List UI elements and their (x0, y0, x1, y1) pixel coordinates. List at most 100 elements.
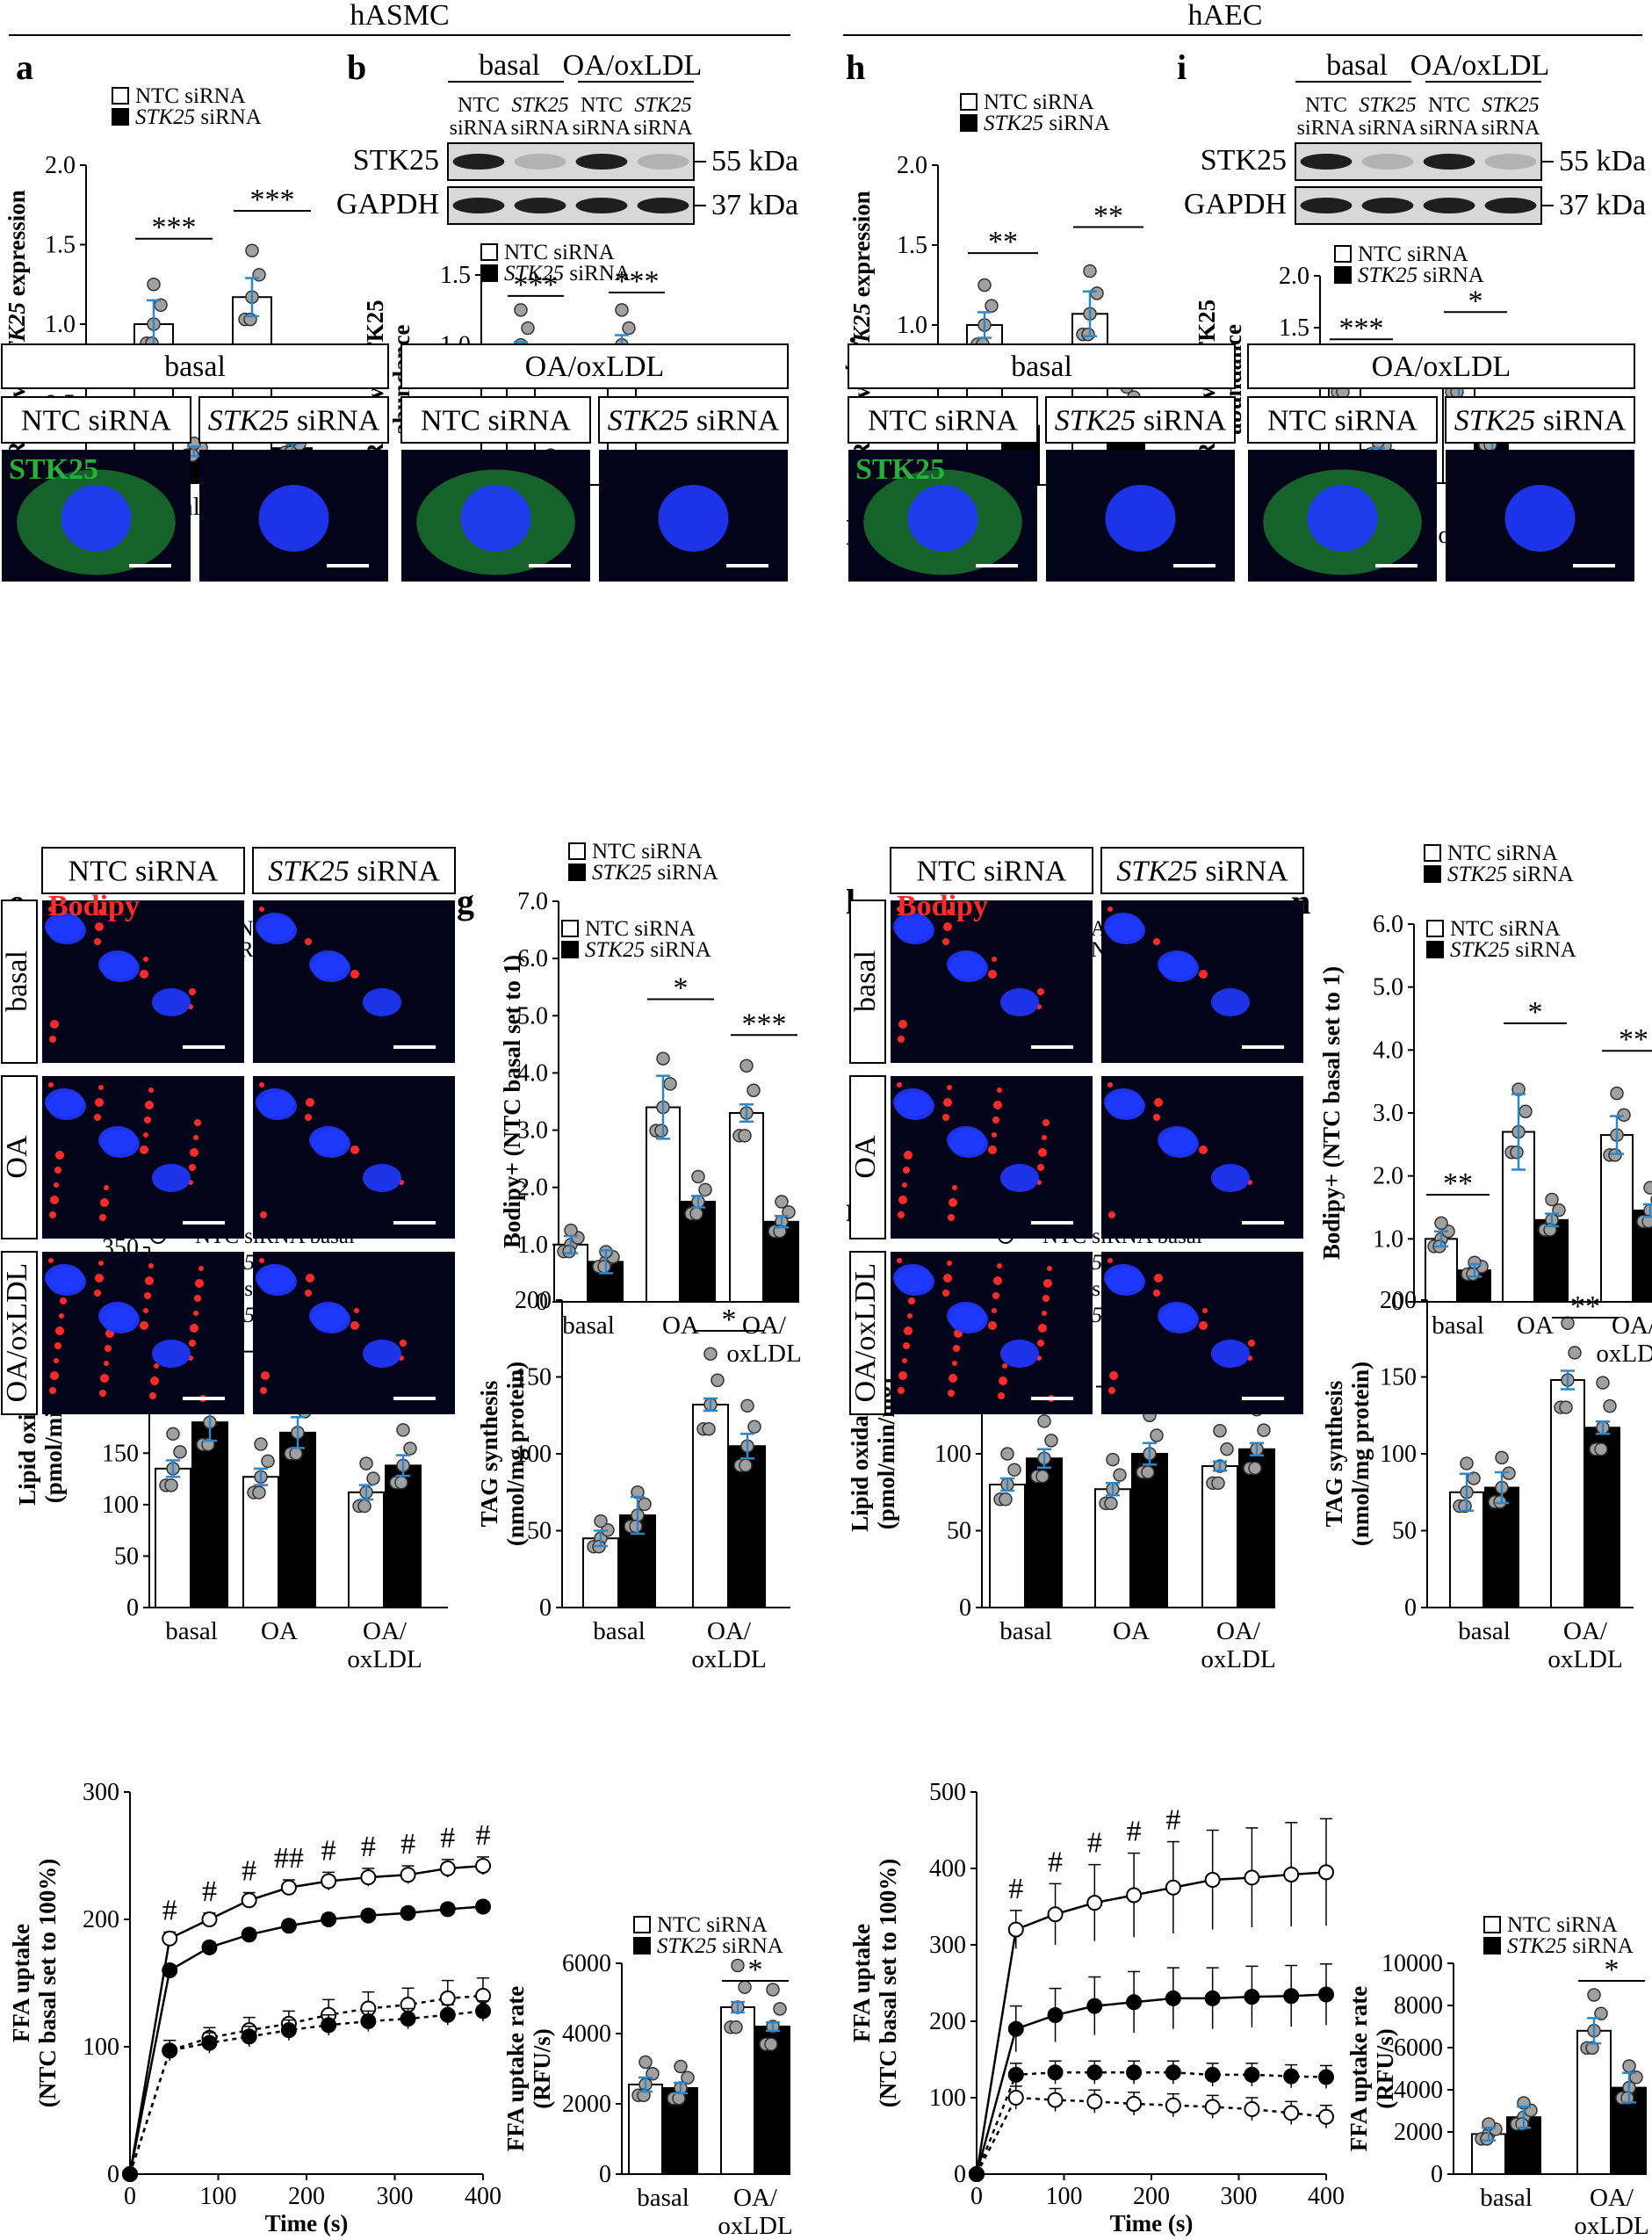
lane-label-bottom: siRNA (511, 117, 570, 140)
lipid-droplet (1047, 1266, 1052, 1271)
micro-col-label-box (1045, 396, 1236, 444)
data-point (1622, 2059, 1636, 2073)
protein-label: GAPDH (1184, 188, 1287, 220)
lipid-droplet (55, 1326, 64, 1335)
series-point (1244, 1869, 1260, 1886)
mw-label: 55 kDa (711, 145, 798, 177)
lipid-droplet (140, 970, 148, 979)
data-point (1617, 1108, 1631, 1123)
series-point (1007, 2020, 1024, 2037)
series-point (400, 1904, 416, 1921)
series-point (241, 2028, 257, 2045)
protein-label: STK25 (1201, 144, 1287, 177)
lipid-droplet (98, 909, 104, 914)
data-point (562, 1244, 576, 1259)
series-point (1244, 1989, 1260, 2005)
label-suffix: siRNA (1136, 404, 1226, 437)
y-axis-label: FFA uptake rate(RFU/s) (502, 1986, 555, 2151)
panel-label-g: g (457, 882, 474, 921)
y-tick-label: 1.5 (45, 232, 76, 259)
micro-col-label-box (400, 396, 591, 444)
micro-col-label: STK25 siRNA (268, 855, 440, 887)
lipid-droplet (99, 1214, 106, 1221)
significance-label: * (1605, 1954, 1620, 1986)
ylabel-part: expression (4, 190, 30, 302)
nucleus (258, 1092, 297, 1120)
bar (385, 1464, 422, 1609)
nucleus (312, 1130, 350, 1158)
lipid-droplet (190, 1324, 198, 1333)
y-tick-label: 500 (929, 1779, 966, 1806)
data-point (622, 321, 636, 336)
series-point (201, 1939, 218, 1955)
lipid-droplet (988, 970, 997, 979)
bar (279, 1431, 316, 1609)
nucleus (949, 1305, 988, 1333)
lipid-droplet (993, 1101, 1002, 1109)
lipid-droplet (189, 1340, 196, 1347)
micro-col-label-box (848, 396, 1038, 444)
blot-band (1423, 154, 1475, 170)
ylabel-line-1: FFA uptake rate (502, 1986, 529, 2151)
micro-group-oa-box (1247, 343, 1635, 389)
data-point (359, 1456, 373, 1470)
x-tick-label: oxLDL (1547, 1645, 1622, 1673)
lipid-droplet (1248, 1340, 1255, 1347)
y-tick-label: 100 (1380, 1441, 1417, 1468)
lipid-droplet (54, 1167, 61, 1174)
data-point (1035, 1469, 1050, 1484)
series-point (1204, 2066, 1221, 2083)
micro-col-label-box (890, 847, 1093, 894)
significance-label: * (1468, 285, 1483, 317)
ylabel-line-1: FFA uptake rate (1345, 1986, 1372, 2151)
x-tick-label: OA/ (742, 1311, 787, 1340)
lipid-droplet (903, 1342, 910, 1349)
lipid-droplet (943, 1274, 952, 1283)
legend-swatch-ntc (960, 93, 977, 111)
legend-label-stk25: STK25 siRNA (592, 861, 718, 885)
legend-swatch-ntc (633, 1916, 651, 1933)
legend-swatch-ntc (1424, 844, 1441, 862)
series-point (475, 2003, 491, 2020)
nucleus (101, 954, 140, 982)
lipid-droplet (1153, 938, 1160, 945)
series-point (241, 1892, 257, 1909)
data-point (1641, 1214, 1652, 1229)
stain-label-stk25: STK25 (855, 453, 945, 486)
data-point (1434, 1216, 1448, 1231)
data-point (1090, 286, 1104, 300)
lipid-droplet (1042, 1311, 1047, 1316)
label-suffix: siRNA (1535, 404, 1626, 437)
nucleus (258, 1268, 297, 1296)
micro-col-label-box (1247, 396, 1438, 444)
lipid-droplet (144, 1292, 151, 1299)
y-tick-label: 150 (1380, 1364, 1417, 1391)
lipid-droplet (95, 1274, 104, 1283)
lipid-droplet (907, 1313, 913, 1319)
header-hasmc: hASMC (350, 0, 449, 32)
blot-band (1484, 198, 1537, 213)
lipid-droplet (992, 1292, 999, 1299)
x-tick-label: oxLDL (347, 1645, 422, 1673)
chart-f2: 0 2000 4000 6000 FFA uptake rate(RFU/s) basal… (502, 1913, 793, 2240)
micro-group-basal-box (1, 343, 389, 389)
y-tick-label: 200 (929, 2008, 966, 2035)
ylabel-line-1: TAG synthesis (476, 1381, 502, 1528)
protein-label: STK25 (353, 144, 439, 177)
lipid-droplet (145, 1276, 154, 1285)
series-line (975, 2071, 1327, 2175)
legend-swatch-ntc (1426, 920, 1444, 937)
lipid-droplet (948, 1390, 955, 1397)
lipid-droplet (903, 1167, 910, 1174)
nucleus (312, 1305, 350, 1333)
blot-group-basal: basal (1326, 49, 1388, 82)
lipid-droplet (50, 1371, 59, 1380)
significance-label: ** (1570, 1290, 1600, 1323)
x-tick-label: oxLDL (726, 1340, 801, 1368)
series-point (475, 1898, 491, 1915)
lipid-droplet (952, 1185, 957, 1190)
y-tick-label: 50 (527, 1518, 552, 1545)
micro-col-label: STK25 siRNA (1116, 855, 1288, 887)
series-point (201, 1911, 218, 1927)
legend-label-ntc: NTC siRNA (657, 1913, 768, 1937)
